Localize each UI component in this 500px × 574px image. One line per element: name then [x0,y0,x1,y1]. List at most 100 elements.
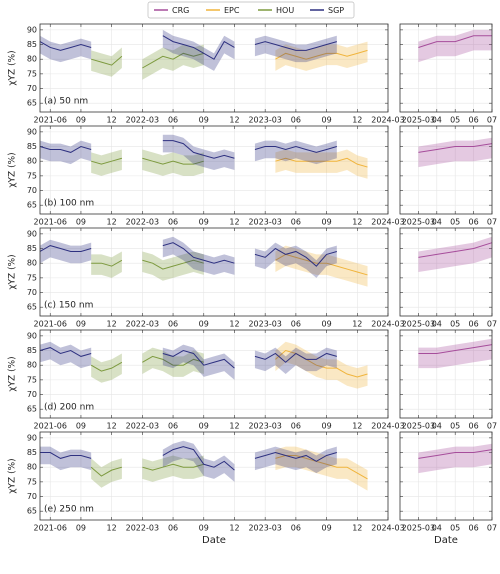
band [275,341,368,389]
band [142,347,204,377]
x-tick-label: 12 [107,116,117,125]
panel-label: (e) 250 nm [44,505,94,515]
series-line [91,259,204,270]
x-tick-label: 12 [352,422,362,431]
x-tick-label: 09 [76,116,86,125]
x-tick-label: 04 [432,422,442,431]
x-tick-label: 12 [229,218,239,227]
y-tick-label: 65 [27,303,37,312]
band [40,341,92,369]
plot-frame [39,431,389,521]
band [40,239,92,264]
x-tick-label: 06 [469,218,479,227]
y-tick-label: 80 [27,55,37,64]
y-tick-label: 90 [27,127,37,136]
x-tick-label: 2024-03 [371,422,404,431]
y-axis-label: χYZ (%) [8,152,18,187]
series-line [39,347,337,369]
x-tick-label: 06 [291,422,301,431]
series-line [91,52,204,69]
band [275,245,368,287]
x-tick-label: 2021-06 [34,116,67,125]
x-tick-label: 12 [107,422,117,431]
series-line [275,157,368,168]
series-line [90,463,204,477]
band [162,236,235,275]
x-tick-label: 2023-03 [248,524,281,533]
x-tick-label: 06 [168,320,178,329]
series-line [275,454,368,480]
x-axis-label: Date [434,535,458,546]
y-tick-label: 80 [27,463,37,472]
x-tick-label: 09 [76,218,86,227]
x-tick-label: 05 [450,218,460,227]
x-tick-label: 04 [432,116,442,125]
x-tick-label: 2025-03 [402,422,435,431]
panel-label: (c) 150 nm [44,301,93,311]
x-tick-label: 06 [469,320,479,329]
band [418,443,492,474]
x-tick-label: 05 [450,524,460,533]
x-tick-label: 12 [352,524,362,533]
x-tick-label: 05 [450,320,460,329]
x-tick-label: 2024-03 [371,218,404,227]
band [91,47,122,77]
y-tick-label: 85 [27,346,37,355]
x-tick-label: 06 [291,320,301,329]
x-tick-label: 2021-06 [34,422,67,431]
x-tick-label: 06 [291,524,301,533]
x-tick-label: 07 [487,218,497,227]
y-tick-label: 85 [27,244,37,253]
x-tick-label: 09 [321,524,331,533]
x-tick-label: 2022-03 [126,320,159,329]
x-tick-label: 09 [321,116,331,125]
y-tick-label: 90 [27,331,37,340]
y-tick-label: 65 [27,99,37,108]
plot-frame [399,329,493,419]
x-tick-label: 2021-06 [34,218,67,227]
x-tick-label: 12 [229,116,239,125]
band [162,134,235,170]
x-tick-label: 06 [168,422,178,431]
y-tick-label: 85 [27,40,37,49]
x-tick-label: 2024-03 [371,524,404,533]
legend-label: HOU [276,6,294,15]
band [40,140,92,165]
x-tick-label: 04 [432,524,442,533]
y-tick-label: 70 [27,186,37,195]
band [254,242,337,278]
x-tick-label: 2023-03 [248,218,281,227]
plot-frame [399,23,493,113]
x-tick-label: 12 [107,218,117,227]
band [254,446,337,474]
x-tick-label: 2025-03 [402,218,435,227]
panel-label: (b) 100 nm [44,199,94,209]
series-line [418,344,493,354]
x-tick-label: 12 [229,524,239,533]
band [418,338,492,369]
y-tick-label: 80 [27,259,37,268]
plot-frame [39,329,389,419]
band [254,35,337,63]
plot-frame [39,227,389,317]
y-axis-label: χYZ (%) [8,50,18,85]
legend-label: EPC [224,6,240,15]
x-tick-label: 06 [469,422,479,431]
x-tick-label: 06 [168,116,178,125]
x-tick-label: 2024-03 [371,116,404,125]
band [162,344,235,380]
x-tick-label: 09 [199,218,209,227]
y-tick-label: 85 [27,142,37,151]
x-tick-label: 07 [487,320,497,329]
y-axis-label: χYZ (%) [8,458,18,493]
y-tick-label: 75 [27,273,37,282]
x-tick-label: 2023-03 [248,422,281,431]
y-tick-label: 90 [27,433,37,442]
series-line [275,49,368,60]
band [254,347,337,374]
band [418,29,492,63]
x-tick-label: 12 [352,320,362,329]
y-tick-label: 70 [27,288,37,297]
band [142,455,204,482]
y-tick-label: 85 [27,448,37,457]
